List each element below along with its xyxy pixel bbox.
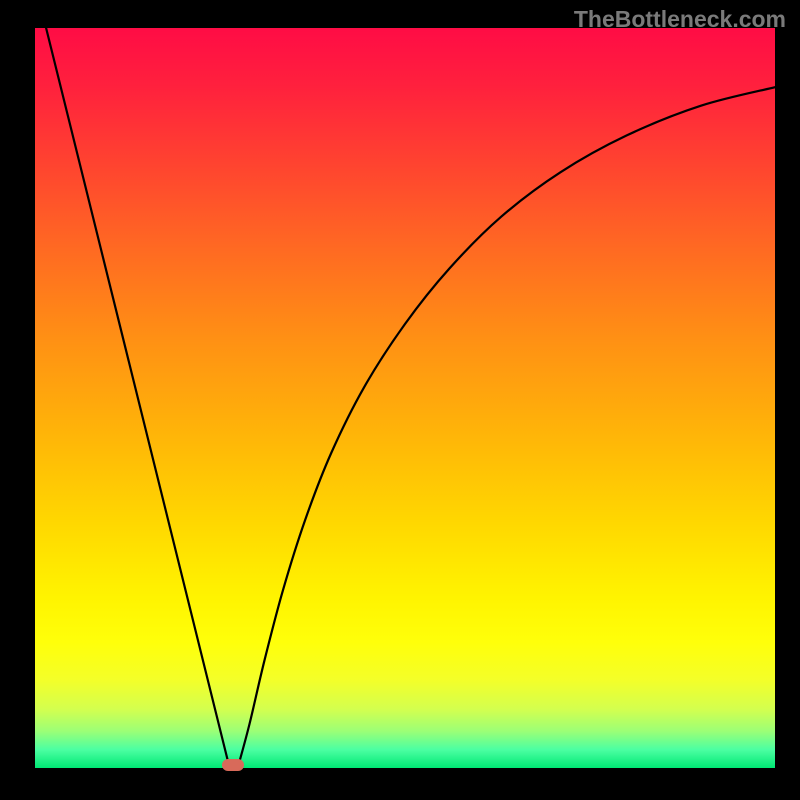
plot-background — [35, 28, 775, 768]
chart-container: TheBottleneck.com — [0, 0, 800, 800]
bottleneck-marker — [222, 759, 244, 771]
plot-svg — [0, 0, 800, 800]
watermark-text: TheBottleneck.com — [574, 6, 786, 33]
